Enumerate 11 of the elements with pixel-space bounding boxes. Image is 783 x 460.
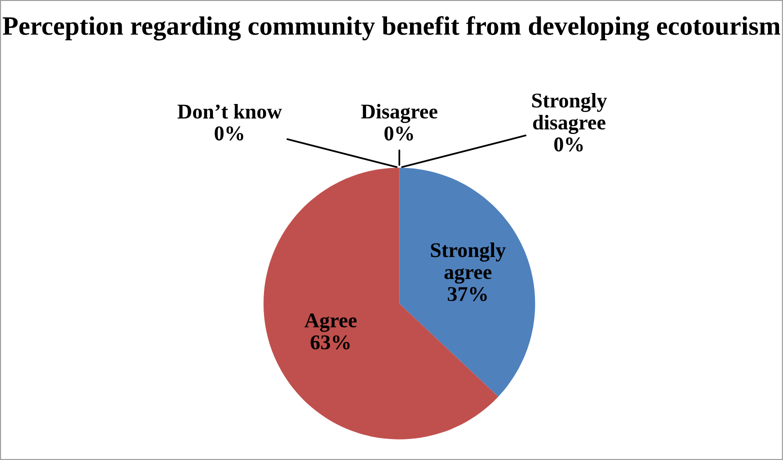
category-label: Disagree [361,104,438,123]
text: 0% [214,126,244,141]
data-label: 63% [310,335,350,350]
slice-label: Agree [304,313,357,332]
text: 0% [554,137,583,152]
slice-label: Strongly agree [430,242,506,284]
text: 0% [384,126,413,141]
category-label: Strongly disagree [532,92,607,134]
category-label: Don’t know [178,104,282,119]
data-label: 37% [448,287,487,302]
chart-title: Perception regarding community benefit from developing ecotourism [2,16,780,41]
